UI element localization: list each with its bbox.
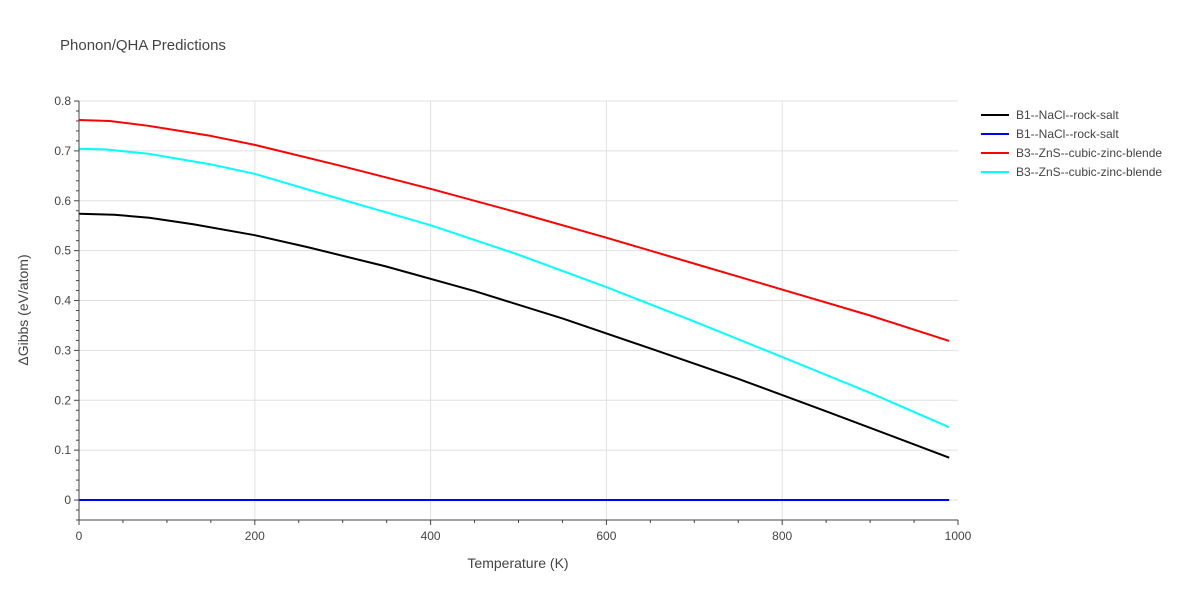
y-tick-label: 0.4 [54,294,71,308]
x-tick-label: 600 [596,529,616,543]
legend-label: B1--NaCl--rock-salt [1016,127,1119,141]
legend-label: B3--ZnS--cubic-zinc-blende [1016,146,1162,160]
y-tick-label: 0.5 [54,244,71,258]
legend-label: B1--NaCl--rock-salt [1016,108,1119,122]
x-tick-label: 200 [245,529,265,543]
legend-label: B3--ZnS--cubic-zinc-blende [1016,165,1162,179]
y-tick-label: 0 [64,493,71,507]
legend[interactable]: B1--NaCl--rock-salt B1--NaCl--rock-salt B3… [981,108,1162,179]
x-tick-label: 400 [421,529,441,543]
legend-item[interactable]: B3--ZnS--cubic-zinc-blende [981,146,1162,160]
x-tick-label: 1000 [945,529,972,543]
series-group [78,118,950,502]
series-line-2 [78,118,950,342]
x-axis-title: Temperature (K) [467,555,568,571]
y-tick-label: 0.6 [54,194,71,208]
y-tick-label: 0.3 [54,343,71,357]
y-tick-label: 0.1 [54,443,71,457]
series-line-3 [78,147,950,429]
legend-item[interactable]: B3--ZnS--cubic-zinc-blende [981,165,1162,179]
y-tick-label: 0.7 [54,144,71,158]
legend-item[interactable]: B1--NaCl--rock-salt [981,108,1119,122]
y-axis-title: ΔGibbs (eV/atom) [15,254,31,365]
y-tick-label: 0.2 [54,393,71,407]
legend-item[interactable]: B1--NaCl--rock-salt [981,127,1119,141]
x-tick-label: 0 [76,529,83,543]
y-tick-labels: 0 0.1 0.2 0.3 0.4 0.5 0.6 0.7 0.8 [54,94,71,507]
x-tick-label: 800 [772,529,792,543]
x-tick-labels: 0 200 400 600 800 1000 [76,529,972,543]
axes [74,100,959,525]
series-line-0 [78,212,950,459]
y-tick-label: 0.8 [54,94,71,108]
chart-title: Phonon/QHA Predictions [60,37,226,54]
